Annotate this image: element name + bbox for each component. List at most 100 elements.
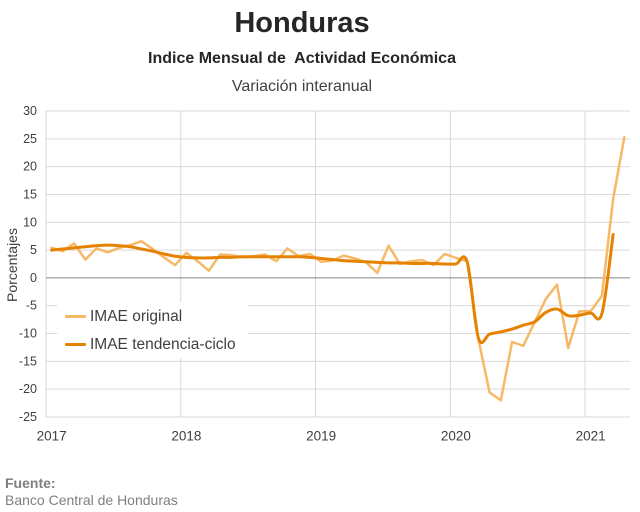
data-point-imae-tendencia-ciclo-2017-05 — [95, 244, 98, 247]
data-point-imae-tendencia-ciclo-2020-12 — [578, 314, 581, 317]
data-point-imae-tendencia-ciclo-2019-11 — [432, 262, 435, 265]
data-point-imae-original-2020-10 — [555, 283, 559, 286]
data-point-imae-original-2017-11 — [162, 256, 166, 259]
series-imae-tendencia-ciclo — [50, 233, 615, 345]
data-point-imae-tendencia-ciclo-2017-06 — [106, 243, 109, 247]
data-point-imae-tendencia-ciclo-2019-03 — [342, 259, 345, 262]
data-point-imae-tendencia-ciclo-2020-02 — [466, 260, 469, 263]
legend-item-imae-original: IMAE original — [57, 307, 248, 327]
data-point-imae-tendencia-ciclo-2019-02 — [331, 258, 334, 261]
data-point-imae-original-2020-11 — [567, 346, 570, 350]
y-tick-label-minus-25: -25 — [19, 410, 37, 424]
y-tick-label-10: 10 — [23, 215, 37, 229]
data-point-imae-original-2017-12 — [174, 264, 177, 267]
data-point-imae-tendencia-ciclo-2021-01 — [589, 311, 592, 315]
data-point-imae-tendencia-ciclo-2017-02 — [61, 247, 64, 251]
data-point-imae-tendencia-ciclo-2020-10 — [555, 307, 559, 311]
data-point-imae-original-2017-07 — [117, 246, 121, 249]
legend-item-imae-tendencia-ciclo: IMAE tendencia-ciclo — [57, 335, 248, 355]
legend-label-imae-original: IMAE original — [90, 308, 183, 325]
data-point-imae-tendencia-ciclo-2018-03 — [207, 256, 210, 259]
x-tick-label-2018: 2018 — [171, 429, 201, 444]
data-point-imae-tendencia-ciclo-2018-10 — [286, 255, 289, 258]
legend-swatch-imae-tendencia-ciclo — [65, 343, 86, 346]
data-point-imae-original-2020-04 — [488, 391, 491, 394]
data-point-imae-tendencia-ciclo-2019-04 — [353, 260, 356, 263]
data-point-imae-tendencia-ciclo-2018-05 — [230, 256, 233, 259]
data-point-imae-original-2020-01 — [454, 256, 458, 259]
data-point-imae-original-2018-10 — [286, 247, 289, 250]
data-point-imae-original-2019-09 — [409, 260, 413, 263]
chart-title: Honduras — [234, 7, 370, 39]
data-point-imae-tendencia-ciclo-2021-02 — [600, 312, 604, 315]
x-tick-label-2021: 2021 — [576, 429, 606, 444]
data-point-imae-original-2020-09 — [544, 297, 547, 301]
data-point-imae-original-2020-06 — [510, 340, 514, 343]
data-point-imae-original-2017-02 — [61, 250, 64, 253]
legend-swatch-imae-original — [65, 315, 86, 318]
data-point-imae-original-2017-06 — [106, 251, 109, 254]
y-axis-tick-labels: 30 25 20 15 10 5 0 -5 -10 -15 -20 -25 — [19, 104, 37, 424]
data-point-imae-original-2020-12 — [578, 310, 581, 313]
y-tick-label-minus-5: -5 — [26, 299, 37, 313]
data-point-imae-original-2017-03 — [72, 242, 76, 245]
data-point-imae-original-2018-01 — [185, 251, 188, 254]
data-point-imae-original-2019-04 — [353, 257, 356, 260]
y-tick-label-20: 20 — [23, 160, 37, 174]
data-point-imae-tendencia-ciclo-2018-01 — [185, 256, 188, 259]
data-point-imae-tendencia-ciclo-2020-04 — [488, 333, 491, 336]
y-tick-label-25: 25 — [23, 132, 37, 146]
data-point-imae-original-2019-03 — [342, 254, 345, 257]
data-point-imae-original-2021-02 — [600, 294, 604, 297]
y-tick-label-minus-20: -20 — [19, 382, 37, 396]
series-lines — [50, 135, 626, 402]
legend-label-imae-tendencia-ciclo: IMAE tendencia-ciclo — [90, 336, 236, 353]
data-point-imae-original-2019-07 — [387, 244, 390, 247]
gridlines — [45, 110, 630, 418]
data-point-imae-tendencia-ciclo-2019-01 — [320, 257, 323, 260]
data-point-imae-tendencia-ciclo-2017-04 — [84, 245, 87, 248]
series-line-imae-original — [50, 135, 626, 402]
source-label: Fuente: — [5, 475, 56, 491]
data-point-imae-tendencia-ciclo-2019-10 — [421, 262, 424, 265]
data-point-imae-tendencia-ciclo-2020-01 — [454, 262, 458, 266]
y-tick-label-minus-10: -10 — [19, 327, 37, 341]
data-point-imae-tendencia-ciclo-2017-07 — [117, 244, 121, 247]
data-point-imae-original-2018-04 — [218, 253, 222, 256]
data-point-imae-original-2018-03 — [207, 269, 210, 272]
data-point-imae-original-2017-05 — [95, 247, 98, 250]
data-point-imae-tendencia-ciclo-2019-12 — [443, 262, 446, 266]
data-point-imae-original-2017-04 — [84, 258, 87, 261]
data-point-imae-tendencia-ciclo-2021-03 — [612, 233, 615, 236]
data-point-imae-tendencia-ciclo-2019-05 — [364, 260, 368, 263]
data-point-imae-tendencia-ciclo-2018-08 — [263, 255, 267, 258]
x-tick-label-2017: 2017 — [37, 429, 67, 444]
data-point-imae-tendencia-ciclo-2020-07 — [522, 324, 525, 327]
data-point-imae-original-2021-03 — [612, 197, 615, 201]
data-point-imae-tendencia-ciclo-2018-11 — [297, 255, 300, 258]
data-point-imae-original-2019-12 — [443, 252, 446, 256]
data-point-imae-tendencia-ciclo-2020-11 — [567, 314, 570, 317]
data-point-imae-original-2018-02 — [196, 260, 199, 263]
data-point-imae-tendencia-ciclo-2017-09 — [140, 247, 143, 251]
data-point-imae-tendencia-ciclo-2017-08 — [129, 245, 132, 248]
chart-subtitle: Indice Mensual de Actividad Económica — [148, 50, 456, 67]
data-point-imae-tendencia-ciclo-2019-09 — [409, 262, 413, 265]
y-tick-label-minus-15: -15 — [19, 354, 37, 368]
y-axis-label: Porcentajes — [4, 228, 20, 302]
y-tick-label-5: 5 — [30, 243, 37, 257]
data-point-imae-tendencia-ciclo-2017-12 — [174, 255, 177, 258]
data-point-imae-tendencia-ciclo-2017-11 — [162, 252, 166, 256]
y-tick-label-15: 15 — [23, 187, 37, 201]
data-point-imae-tendencia-ciclo-2020-03 — [477, 336, 480, 340]
x-tick-label-2020: 2020 — [441, 429, 471, 444]
data-point-imae-original-2020-07 — [522, 344, 525, 347]
data-point-imae-tendencia-ciclo-2020-06 — [510, 327, 514, 331]
x-tick-label-2019: 2019 — [306, 429, 336, 444]
data-point-imae-tendencia-ciclo-2018-12 — [308, 256, 312, 259]
data-point-imae-original-2019-10 — [421, 259, 424, 262]
data-point-imae-tendencia-ciclo-2018-04 — [218, 256, 222, 259]
data-point-imae-tendencia-ciclo-2018-09 — [275, 255, 278, 258]
data-point-imae-original-2017-01 — [50, 246, 53, 249]
